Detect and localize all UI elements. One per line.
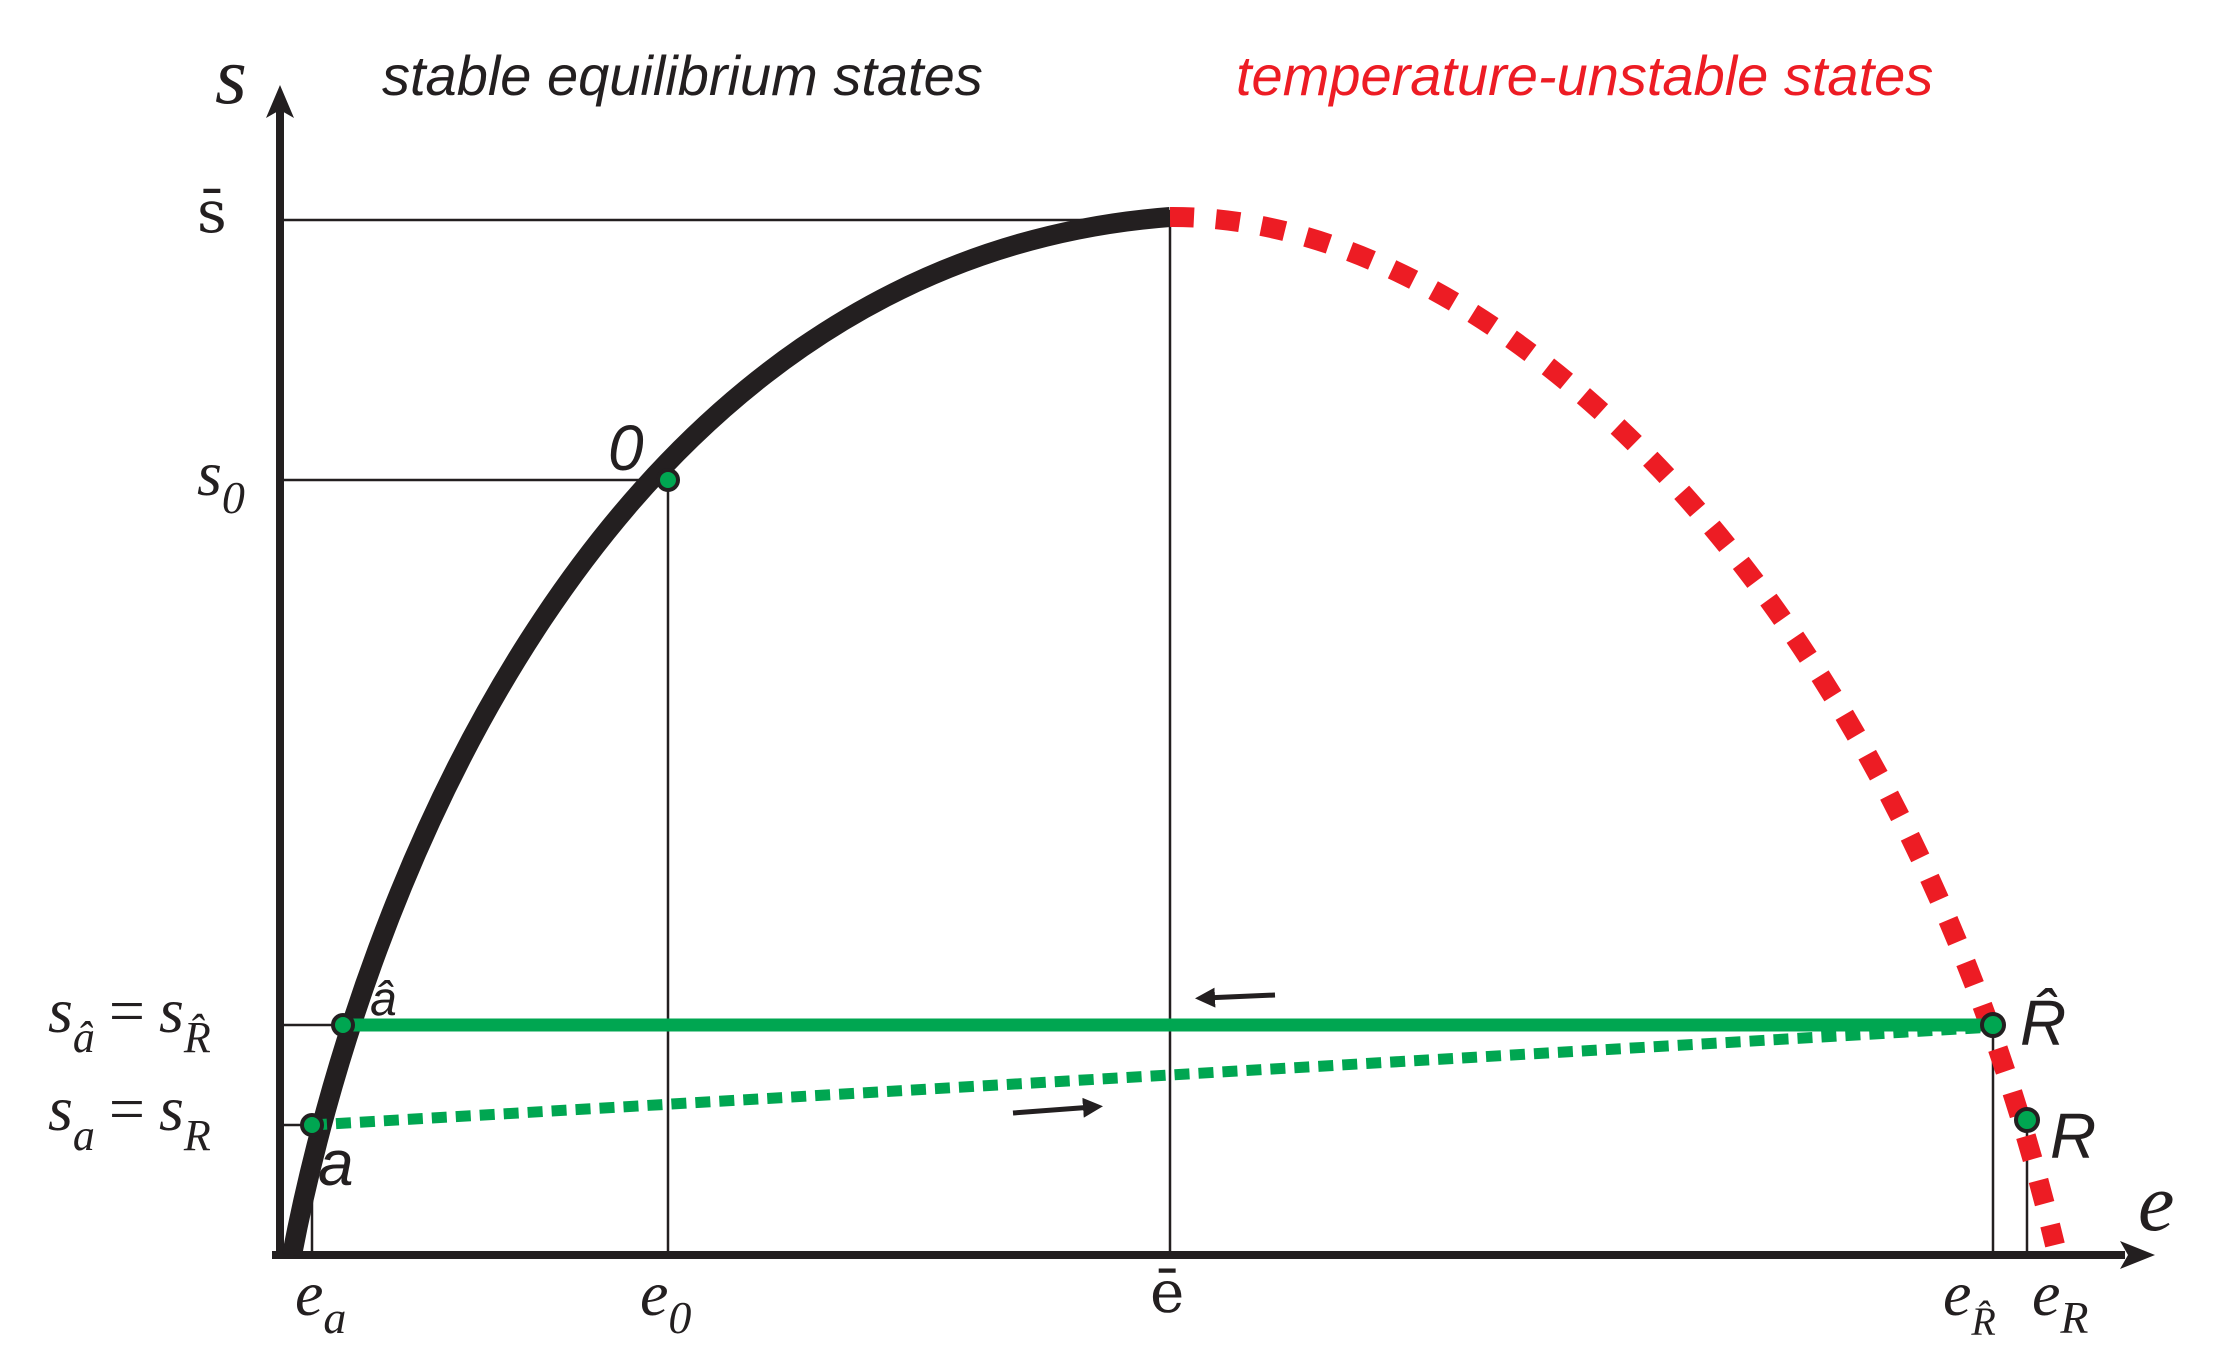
point-label-R: R bbox=[2050, 1100, 2096, 1172]
guide-lines bbox=[282, 210, 2029, 1255]
arrow-leftward bbox=[1195, 987, 1276, 1008]
y-tick-shat-equation: sâ = sR̂ bbox=[48, 975, 211, 1062]
x-axis-arrowhead bbox=[2120, 1241, 2155, 1269]
y-tick-shat-eq: = bbox=[109, 975, 145, 1046]
y-tick-shat-lhs-sub: â bbox=[73, 1013, 95, 1062]
y-tick-s-bar: s̄ bbox=[197, 178, 227, 246]
point-R-hat bbox=[1980, 1012, 2006, 1038]
x-tick-ea-sub: a bbox=[323, 1292, 346, 1343]
x-tick-eR: eR bbox=[2032, 1258, 2089, 1343]
point-label-zero: 0 bbox=[608, 412, 644, 484]
y-axis-label: s bbox=[215, 30, 247, 121]
axes bbox=[266, 85, 2155, 1269]
y-tick-sa-rhs-sub: R bbox=[183, 1111, 211, 1160]
header-stable: stable equilibrium states bbox=[382, 44, 983, 107]
y-tick-shat-rhs-base: s bbox=[159, 975, 184, 1046]
point-a bbox=[300, 1113, 324, 1137]
y-tick-sa-equation: sa = sR bbox=[48, 1073, 211, 1160]
y-tick-s0-base: s bbox=[197, 438, 222, 509]
y-tick-sa-eq: = bbox=[109, 1073, 145, 1144]
x-tick-eR-base: e bbox=[2032, 1258, 2060, 1329]
x-axis-label: e bbox=[2138, 1157, 2174, 1248]
x-tick-eR-sub: R bbox=[2059, 1292, 2088, 1343]
y-axis-arrowhead bbox=[266, 85, 294, 118]
state-points bbox=[300, 468, 2040, 1137]
temperature-unstable-curve bbox=[1169, 206, 2065, 1248]
arrow-rightward bbox=[1012, 1097, 1103, 1118]
x-tick-e-bar: ē bbox=[1150, 1258, 1184, 1326]
stable-equilibrium-curve bbox=[282, 207, 1171, 1257]
point-zero bbox=[656, 468, 680, 492]
x-tick-eRhat-sub: R̂ bbox=[1970, 1299, 1995, 1344]
point-label-a-hat: â bbox=[370, 973, 397, 1026]
x-tick-e0-sub: 0 bbox=[668, 1292, 691, 1343]
header-unstable: temperature-unstable states bbox=[1236, 44, 1933, 107]
y-tick-sa-rhs-base: s bbox=[159, 1073, 184, 1144]
x-tick-eRhat: eR̂ bbox=[1943, 1258, 1996, 1344]
y-tick-sa-lhs-base: s bbox=[48, 1073, 73, 1144]
x-tick-e0-base: e bbox=[640, 1258, 668, 1329]
green-dotted-line bbox=[311, 1021, 1994, 1131]
y-tick-s0: s0 bbox=[197, 438, 245, 523]
x-tick-ea-base: e bbox=[295, 1258, 323, 1329]
x-tick-ea: ea bbox=[295, 1258, 346, 1343]
point-label-R-hat: R̂ bbox=[2020, 987, 2066, 1059]
y-tick-shat-rhs-sub: R̂ bbox=[183, 1013, 211, 1062]
x-tick-eRhat-base: e bbox=[1943, 1258, 1971, 1329]
point-R bbox=[2014, 1107, 2040, 1133]
y-tick-s0-sub: 0 bbox=[222, 472, 245, 523]
y-tick-shat-lhs-base: s bbox=[48, 975, 73, 1046]
point-a-hat bbox=[331, 1013, 355, 1037]
y-tick-sa-lhs-sub: a bbox=[73, 1111, 95, 1160]
point-label-a: a bbox=[318, 1127, 354, 1199]
x-tick-e0: e0 bbox=[640, 1258, 691, 1343]
